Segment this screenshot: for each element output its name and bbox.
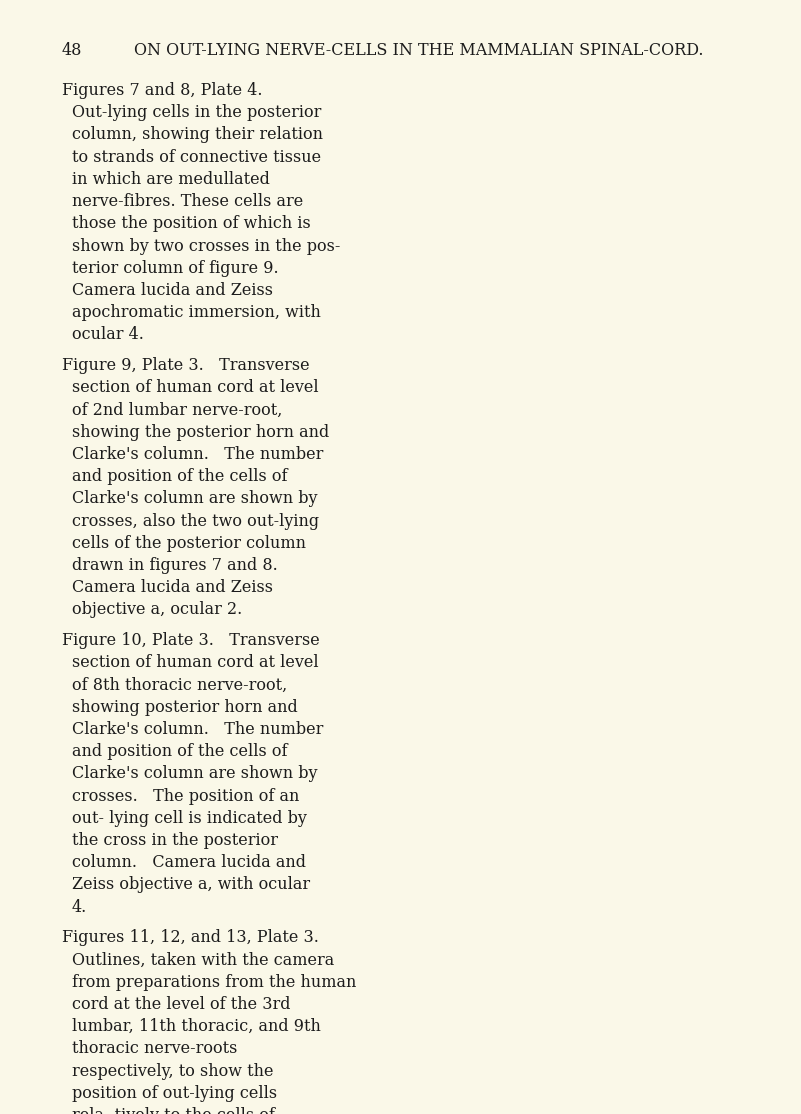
Text: thoracic nerve-roots: thoracic nerve-roots bbox=[72, 1040, 237, 1057]
Text: Camera lucida and Zeiss: Camera lucida and Zeiss bbox=[72, 282, 273, 299]
Text: apochromatic immersion, with: apochromatic immersion, with bbox=[72, 304, 321, 321]
Text: Zeiss objective a, with ocular: Zeiss objective a, with ocular bbox=[72, 877, 310, 893]
Text: cord at the level of the 3rd: cord at the level of the 3rd bbox=[72, 996, 291, 1013]
Text: 48: 48 bbox=[62, 42, 83, 59]
Text: to strands of connective tissue: to strands of connective tissue bbox=[72, 148, 321, 166]
Text: Clarke's column.   The number: Clarke's column. The number bbox=[72, 721, 324, 737]
Text: Figure 9, Plate 3.   Transverse: Figure 9, Plate 3. Transverse bbox=[62, 356, 310, 374]
Text: section of human cord at level: section of human cord at level bbox=[72, 379, 319, 397]
Text: and position of the cells of: and position of the cells of bbox=[72, 468, 288, 485]
Text: Outlines, taken with the camera: Outlines, taken with the camera bbox=[72, 951, 334, 968]
Text: those the position of which is: those the position of which is bbox=[72, 215, 311, 233]
Text: ON OUT-LYING NERVE-CELLS IN THE MAMMALIAN SPINAL-CORD.: ON OUT-LYING NERVE-CELLS IN THE MAMMALIA… bbox=[134, 42, 703, 59]
Text: lumbar, 11th thoracic, and 9th: lumbar, 11th thoracic, and 9th bbox=[72, 1018, 321, 1035]
Text: column.   Camera lucida and: column. Camera lucida and bbox=[72, 854, 306, 871]
Text: shown by two crosses in the pos-: shown by two crosses in the pos- bbox=[72, 237, 340, 255]
Text: showing posterior horn and: showing posterior horn and bbox=[72, 698, 298, 715]
Text: ocular 4.: ocular 4. bbox=[72, 326, 144, 343]
Text: respectively, to show the: respectively, to show the bbox=[72, 1063, 273, 1079]
Text: section of human cord at level: section of human cord at level bbox=[72, 654, 319, 672]
Text: drawn in figures 7 and 8.: drawn in figures 7 and 8. bbox=[72, 557, 288, 574]
Text: from preparations from the human: from preparations from the human bbox=[72, 974, 356, 990]
Text: rela- tively to the cells of: rela- tively to the cells of bbox=[72, 1107, 275, 1114]
Text: of 8th thoracic nerve-root,: of 8th thoracic nerve-root, bbox=[72, 676, 288, 693]
Text: nerve-fibres. These cells are: nerve-fibres. These cells are bbox=[72, 193, 304, 211]
Text: Figure 10, Plate 3.   Transverse: Figure 10, Plate 3. Transverse bbox=[62, 632, 320, 649]
Text: of 2nd lumbar nerve-root,: of 2nd lumbar nerve-root, bbox=[72, 401, 283, 419]
Text: and position of the cells of: and position of the cells of bbox=[72, 743, 288, 760]
Text: column, showing their relation: column, showing their relation bbox=[72, 127, 323, 144]
Text: the cross in the posterior: the cross in the posterior bbox=[72, 832, 278, 849]
Text: Figures 7 and 8, Plate 4.: Figures 7 and 8, Plate 4. bbox=[62, 82, 273, 99]
Text: Out-lying cells in the posterior: Out-lying cells in the posterior bbox=[72, 105, 321, 121]
Text: in which are medullated: in which are medullated bbox=[72, 170, 270, 188]
Text: crosses.   The position of an: crosses. The position of an bbox=[72, 788, 300, 804]
Text: 4.: 4. bbox=[72, 899, 87, 916]
Text: Clarke's column.   The number: Clarke's column. The number bbox=[72, 446, 324, 463]
Text: objective a, ocular 2.: objective a, ocular 2. bbox=[72, 602, 242, 618]
Text: out- lying cell is indicated by: out- lying cell is indicated by bbox=[72, 810, 307, 827]
Text: terior column of figure 9.: terior column of figure 9. bbox=[72, 260, 289, 276]
Text: Clarke's column are shown by: Clarke's column are shown by bbox=[72, 490, 317, 507]
Text: Figures 11, 12, and 13, Plate 3.: Figures 11, 12, and 13, Plate 3. bbox=[62, 929, 324, 946]
Text: Camera lucida and Zeiss: Camera lucida and Zeiss bbox=[72, 579, 273, 596]
Text: crosses, also the two out-lying: crosses, also the two out-lying bbox=[72, 512, 319, 529]
Text: Clarke's column are shown by: Clarke's column are shown by bbox=[72, 765, 317, 782]
Text: position of out-lying cells: position of out-lying cells bbox=[72, 1085, 277, 1102]
Text: showing the posterior horn and: showing the posterior horn and bbox=[72, 423, 329, 441]
Text: cells of the posterior column: cells of the posterior column bbox=[72, 535, 306, 551]
